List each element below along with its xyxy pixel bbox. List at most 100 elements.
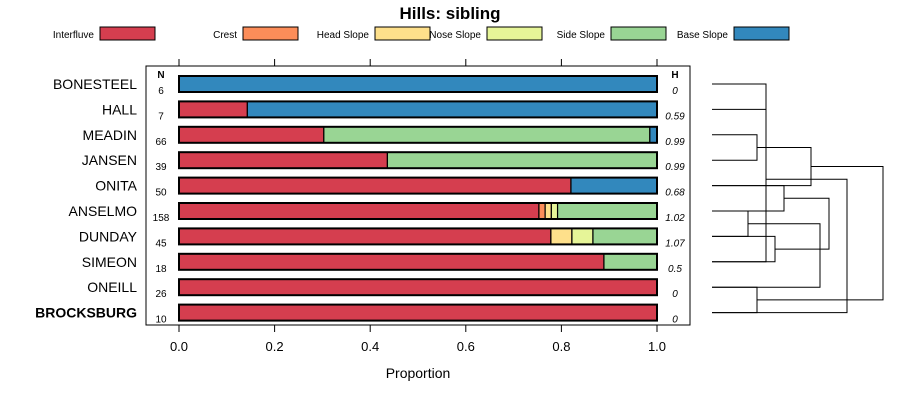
- h-value-onita: 0.68: [665, 188, 685, 199]
- row-label-oneill: ONEILL: [87, 279, 137, 295]
- bar-segment-anselmo-side-slope: [556, 202, 658, 220]
- x-tick-label-0: 0.0: [170, 339, 188, 354]
- h-header: H: [671, 70, 678, 81]
- n-value-bonesteel: 6: [158, 86, 164, 97]
- legend-swatch-head-slope: [374, 26, 431, 41]
- bar-segment-meadin-base-slope: [649, 126, 658, 144]
- legend-label-nose-slope: Nose Slope: [429, 30, 481, 41]
- row-label-jansen: JANSEN: [82, 152, 137, 168]
- bar-row-simeon: [178, 252, 658, 271]
- row-label-anselmo: ANSELMO: [69, 203, 138, 219]
- h-value-jansen: 0.99: [665, 162, 685, 173]
- legend-swatch-interfluve: [99, 26, 156, 41]
- x-axis-label: Proportion: [386, 365, 451, 381]
- dendrogram: [712, 83, 884, 314]
- row-label-dunday: DUNDAY: [79, 228, 138, 244]
- chart-title: Hills: sibling: [399, 4, 500, 23]
- bar-segment-anselmo-interfluve: [178, 202, 540, 220]
- bar-segment-jansen-side-slope: [386, 151, 658, 169]
- bar-row-meadin: [178, 125, 658, 144]
- row-label-simeon: SIMEON: [82, 254, 137, 270]
- bar-segment-meadin-side-slope: [323, 126, 651, 144]
- bar-outline-dunday: [178, 227, 658, 246]
- legend-label-base-slope: Base Slope: [677, 30, 729, 41]
- n-header: N: [157, 70, 164, 81]
- row-label-onita: ONITA: [95, 178, 137, 194]
- n-value-dunday: 45: [155, 238, 167, 249]
- bar-outline-bonesteel: [178, 75, 658, 93]
- h-value-anselmo: 1.02: [665, 213, 685, 224]
- dendrogram-link-5: [712, 210, 749, 237]
- bar-segment-jansen-interfluve: [178, 151, 389, 169]
- x-tick-label-2: 0.4: [361, 339, 379, 354]
- bar-segment-bonesteel-base-slope: [178, 75, 658, 93]
- h-value-brocksburg: 0: [672, 315, 678, 326]
- bar-segment-brocksburg-interfluve: [178, 304, 658, 322]
- dendrogram-link-1: [712, 134, 758, 161]
- n-value-anselmo: 158: [153, 213, 170, 224]
- dendrogram-link-10: [712, 178, 848, 314]
- h-value-dunday: 1.07: [665, 238, 685, 249]
- bar-outline-oneill: [178, 278, 658, 297]
- h-value-simeon: 0.5: [668, 264, 682, 275]
- bar-row-oneill: [178, 278, 658, 297]
- bar-outline-onita: [178, 176, 658, 195]
- h-value-oneill: 0: [672, 289, 678, 300]
- bar-outline-meadin: [178, 125, 658, 144]
- bar-segment-oneill-interfluve: [178, 278, 658, 296]
- bar-segment-simeon-interfluve: [178, 253, 605, 271]
- bar-segment-dunday-head-slope: [550, 227, 573, 245]
- bar-row-dunday: [178, 227, 658, 246]
- x-tick-label-3: 0.6: [457, 339, 475, 354]
- bar-segment-simeon-side-slope: [603, 253, 658, 271]
- h-values: 0 0.59 0.99 0.99 0.68 1.02 1.07 0.5 0 0: [665, 86, 685, 326]
- legend: Interfluve Crest Head Slope Nose Slope Side …: [53, 26, 790, 41]
- x-tick-label-5: 1.0: [648, 339, 666, 354]
- bar-row-jansen: [178, 151, 658, 170]
- dendrogram-link-4: [712, 286, 758, 314]
- legend-swatch-nose-slope: [486, 26, 543, 41]
- bar-segment-dunday-side-slope: [592, 227, 658, 245]
- x-axis: 0.0 0.2 0.4 0.6 0.8 1.0: [170, 59, 666, 354]
- bar-outline-jansen: [178, 151, 658, 170]
- bar-outline-simeon: [178, 252, 658, 271]
- h-value-meadin: 0.99: [665, 137, 685, 148]
- bars: [178, 75, 658, 322]
- legend-label-head-slope: Head Slope: [317, 30, 370, 41]
- legend-label-interfluve: Interfluve: [53, 30, 95, 41]
- row-label-meadin: MEADIN: [83, 127, 137, 143]
- bar-segment-onita-base-slope: [570, 177, 658, 195]
- n-value-brocksburg: 10: [155, 315, 167, 326]
- bar-segment-anselmo-crest: [538, 202, 546, 220]
- bar-outline-brocksburg: [178, 303, 658, 322]
- bar-row-bonesteel: [178, 75, 658, 93]
- plot-frame: [145, 65, 691, 326]
- row-label-brocksburg: BROCKSBURG: [35, 305, 137, 321]
- legend-swatch-crest: [242, 26, 299, 41]
- bar-row-anselmo: [178, 202, 658, 220]
- bar-outline-hall: [178, 100, 658, 119]
- bar-segment-anselmo-nose-slope: [550, 202, 559, 220]
- x-tick-label-1: 0.2: [266, 339, 284, 354]
- row-label-hall: HALL: [102, 101, 137, 117]
- bar-segment-dunday-nose-slope: [571, 227, 594, 245]
- bar-segment-dunday-interfluve: [178, 227, 552, 245]
- n-value-simeon: 18: [155, 264, 167, 275]
- legend-label-side-slope: Side Slope: [557, 30, 606, 41]
- legend-swatch-base-slope: [733, 26, 790, 41]
- bar-outline-anselmo: [178, 202, 658, 220]
- bar-segment-onita-interfluve: [178, 177, 572, 195]
- n-values: 6 7 66 39 50 158 45 18 26 10: [153, 86, 170, 326]
- bar-row-hall: [178, 100, 658, 119]
- dendrogram-link-11: [757, 166, 884, 301]
- bar-row-brocksburg: [178, 303, 658, 322]
- x-tick-label-4: 0.8: [552, 339, 570, 354]
- n-value-onita: 50: [155, 188, 167, 199]
- h-value-hall: 0.59: [665, 111, 685, 122]
- row-label-bonesteel: BONESTEEL: [53, 76, 137, 92]
- dendrogram-link-9: [712, 223, 821, 288]
- row-labels: BONESTEEL HALL MEADIN JANSEN ONITA ANSELMO DUN…: [35, 76, 138, 321]
- dendrogram-link-7: [712, 147, 812, 187]
- n-value-jansen: 39: [155, 162, 167, 173]
